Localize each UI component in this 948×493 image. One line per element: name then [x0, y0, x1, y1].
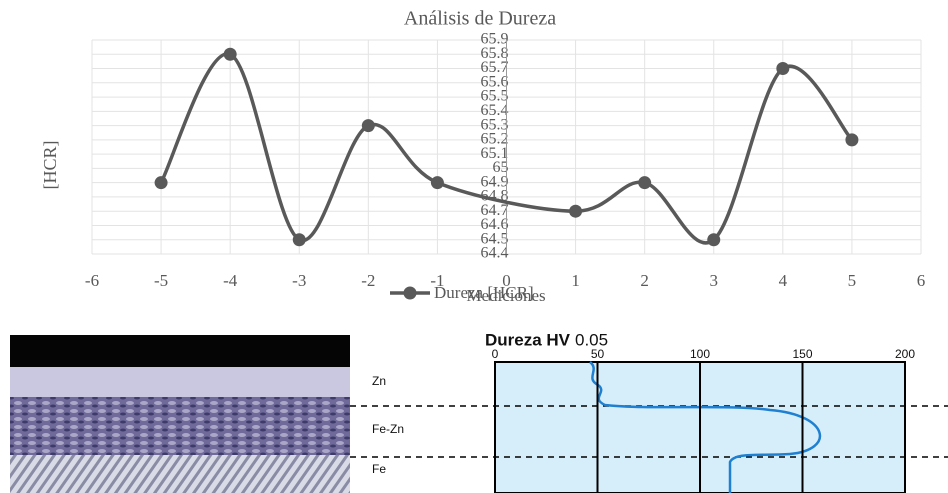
x-tick-label: -1: [430, 271, 444, 290]
y-tick-label: 64.5: [481, 230, 509, 247]
x-tick-label: 4: [779, 271, 788, 290]
profile-tick-label: 100: [690, 347, 710, 361]
profile-tick-label: 50: [591, 347, 605, 361]
y-axis-title: [HCR]: [40, 141, 60, 190]
chart-title: Análisis de Dureza: [404, 8, 556, 30]
chart: Análisis de Dureza [HCR] Mediciones 64.4…: [40, 8, 925, 305]
y-tick-label: 64.4: [481, 245, 509, 262]
data-point: [154, 176, 168, 190]
data-point: [430, 176, 444, 190]
profile-tick-label: 150: [792, 347, 812, 361]
data-point: [776, 62, 790, 76]
y-tick-label: 64.6: [481, 216, 509, 233]
profile-tick-label: 0: [492, 347, 499, 361]
legend-marker: [403, 286, 417, 300]
data-line: [159, 52, 854, 245]
y-tick-label: 65.3: [481, 116, 509, 133]
micrograph-zn: [10, 367, 350, 397]
data-point: [292, 233, 306, 247]
micrograph-fezn: [10, 397, 350, 455]
data-point: [638, 176, 652, 190]
y-tick-label: 65.2: [481, 131, 509, 148]
y-tick-label: 65.4: [481, 102, 509, 119]
figure-title-suffix: 0.05: [575, 330, 608, 349]
y-tick-label: 65.9: [481, 31, 509, 48]
y-tick-label: 65.5: [481, 88, 509, 105]
y-tick-label: 65.1: [481, 145, 509, 162]
y-tick-label: 65: [493, 159, 509, 176]
layer-label: Fe: [372, 462, 386, 476]
x-tick-label: 5: [848, 271, 857, 290]
layer-label: Fe-Zn: [372, 422, 404, 436]
y-tick-label: 65.6: [481, 73, 509, 90]
x-tick-label: 1: [571, 271, 580, 290]
legend-label: Dureza [HCR]: [434, 283, 534, 302]
figure-title: Dureza HV: [485, 330, 571, 349]
x-tick-label: -6: [85, 271, 99, 290]
data-point: [223, 47, 237, 61]
x-tick-label: -4: [223, 271, 238, 290]
x-tick-label: 6: [917, 271, 926, 290]
micrograph-top: [10, 335, 350, 367]
y-tick-label: 65.8: [481, 45, 509, 62]
y-tick-label: 64.7: [481, 202, 509, 219]
x-tick-label: 0: [502, 271, 511, 290]
layer-label: Zn: [372, 374, 386, 388]
y-tick-label: 64.9: [481, 173, 509, 190]
data-point: [569, 204, 583, 218]
data-point: [845, 133, 859, 147]
x-tick-label: -3: [292, 271, 306, 290]
x-tick-label: 2: [640, 271, 649, 290]
x-tick-label: -2: [361, 271, 375, 290]
micrograph-fe: [10, 455, 350, 493]
profile-tick-label: 200: [895, 347, 915, 361]
data-point: [361, 119, 375, 133]
x-axis-title: Mediciones: [466, 286, 545, 305]
x-tick-label: -5: [154, 271, 168, 290]
y-tick-label: 65.7: [481, 59, 509, 76]
figure: Dureza HV 0.05 Zn Fe-Zn Fe 0 50 100 150 200: [10, 330, 948, 493]
data-point: [707, 233, 721, 247]
x-tick-label: 3: [710, 271, 719, 290]
